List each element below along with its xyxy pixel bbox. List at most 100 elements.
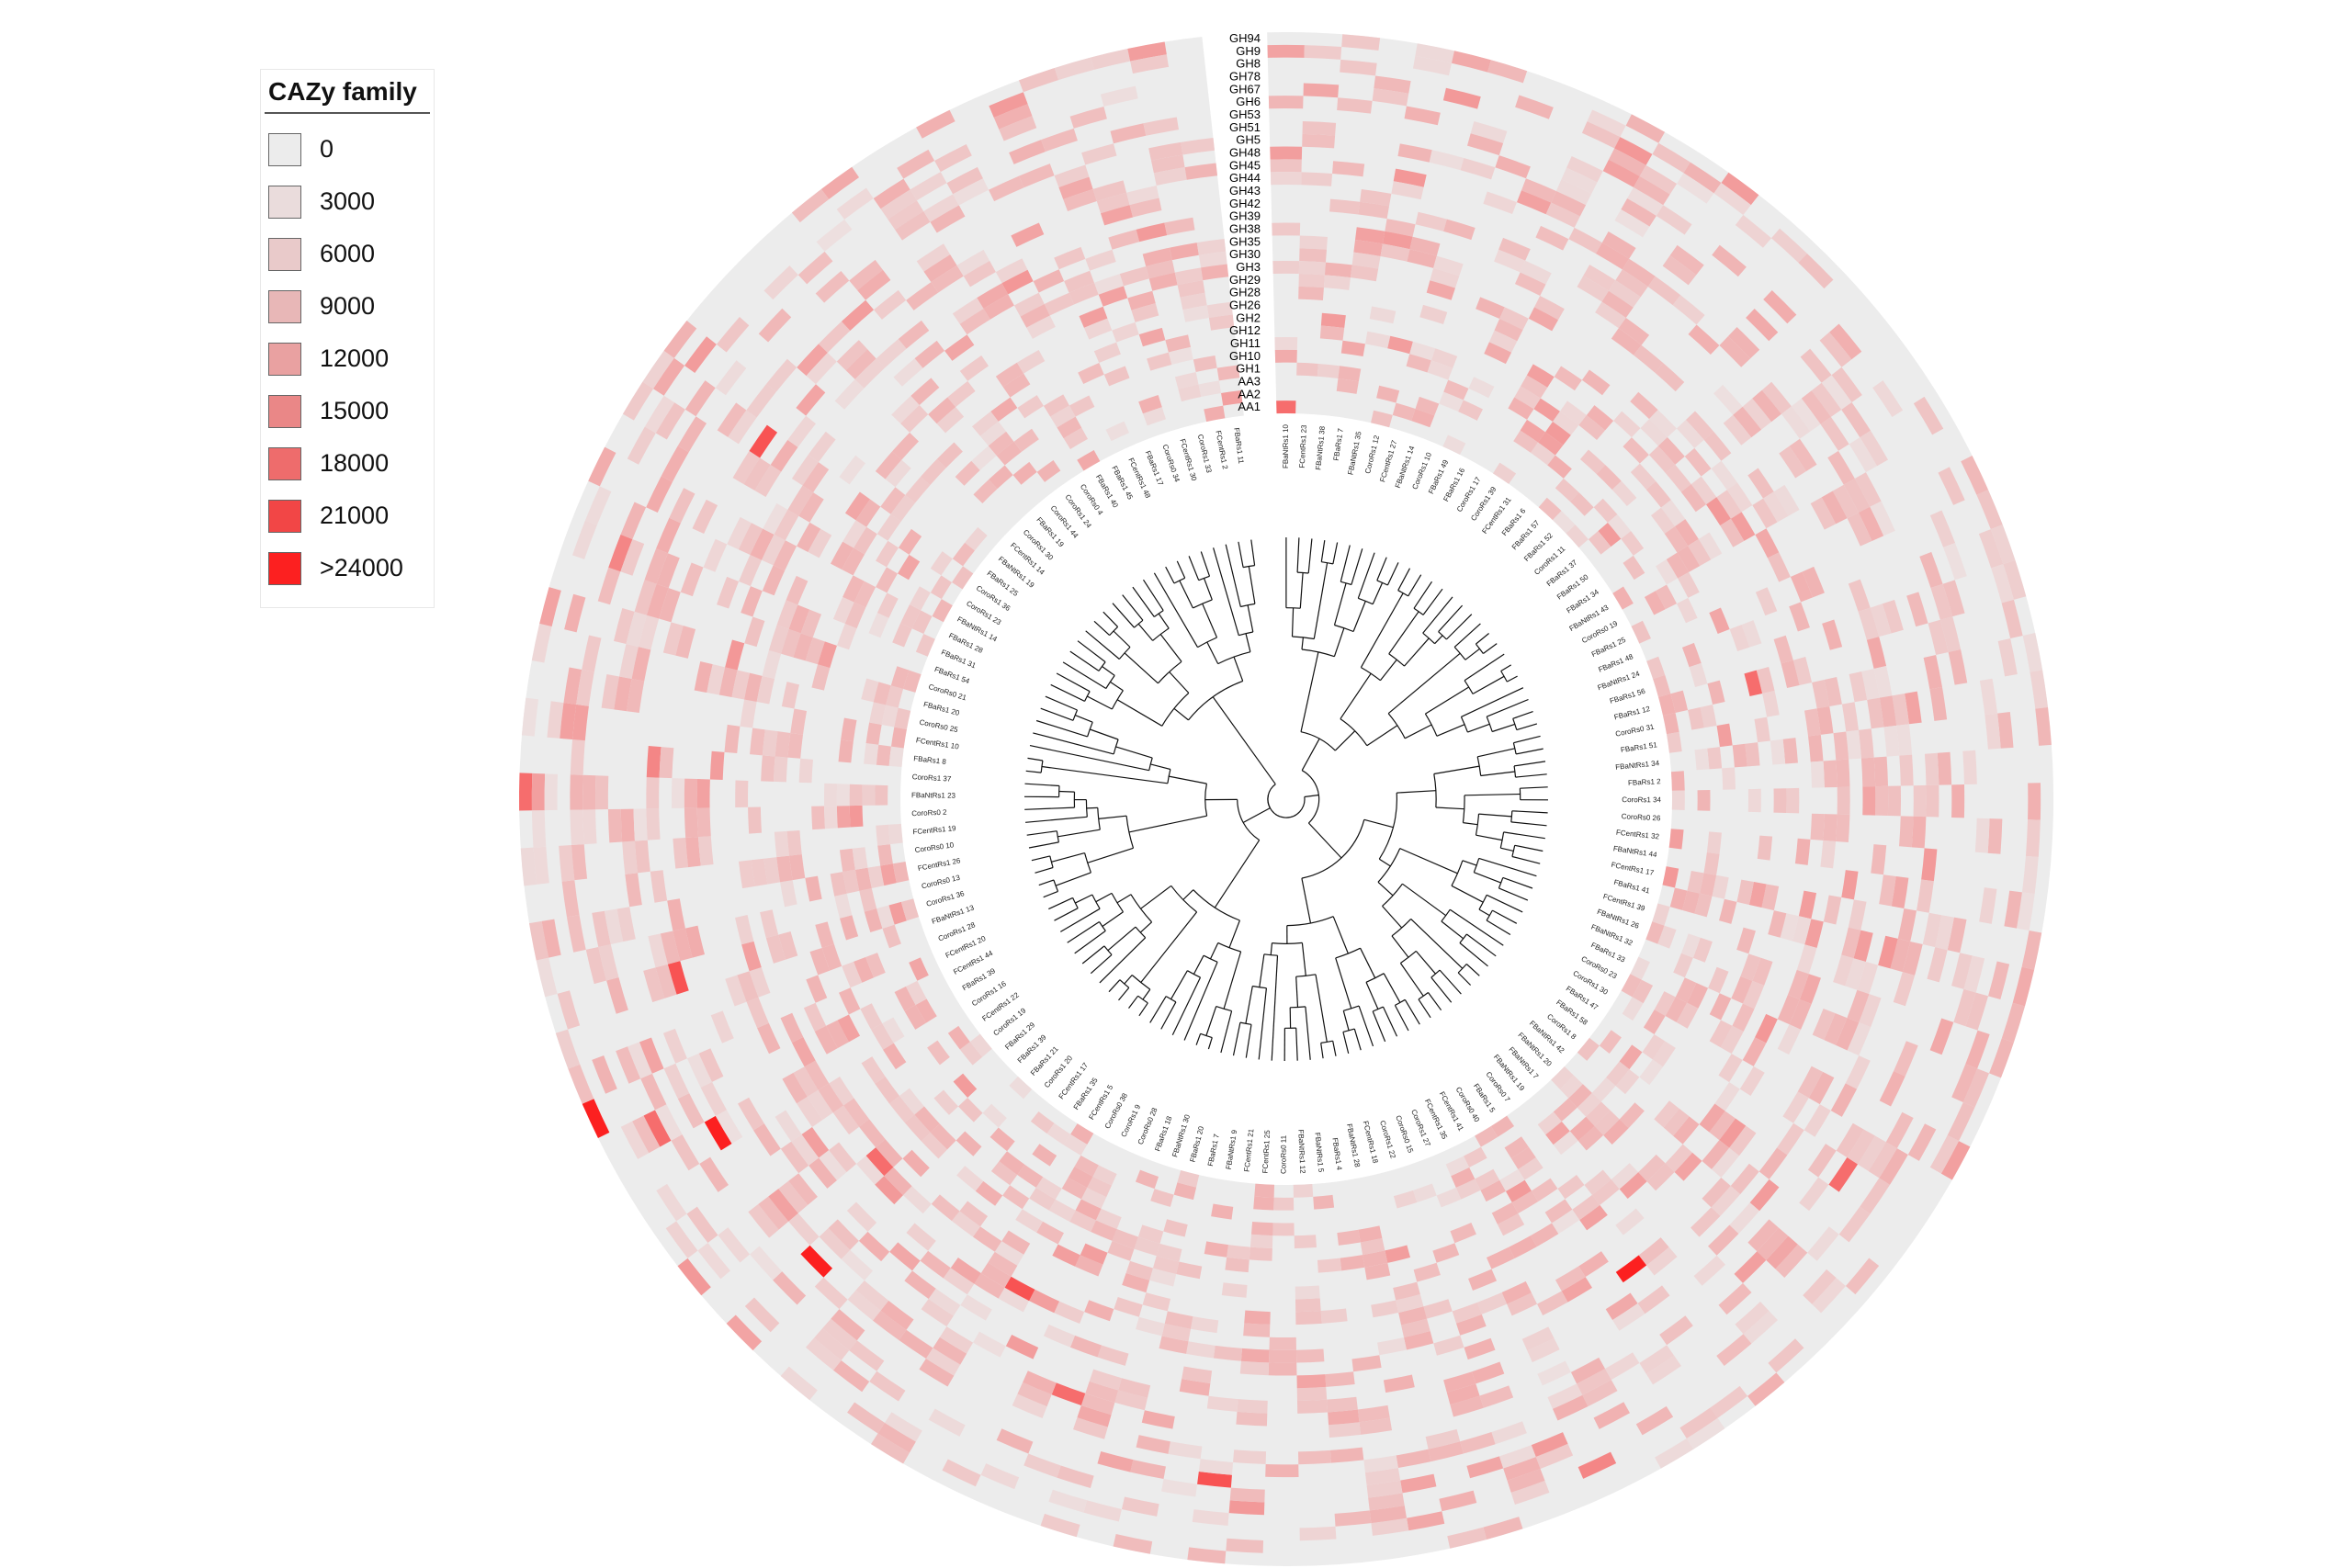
heatmap-cell	[1487, 60, 1528, 84]
heatmap-cell	[1249, 1247, 1272, 1261]
heatmap-cell	[1236, 1411, 1268, 1427]
heatmap-cell	[1633, 175, 1670, 206]
heatmap-cell	[814, 1277, 848, 1310]
heatmap-cell	[1812, 680, 1830, 709]
heatmap-cell	[1743, 1311, 1778, 1344]
heatmap-cell	[1719, 1118, 1747, 1148]
heatmap-cell	[1709, 607, 1730, 634]
legend-label: 9000	[320, 292, 376, 320]
heatmap-cell	[808, 1157, 837, 1189]
dendrogram-arc	[1091, 894, 1101, 909]
heatmap-cell	[1775, 1244, 1808, 1279]
heatmap-cell	[1683, 162, 1722, 194]
heatmap-cell	[805, 637, 825, 665]
heatmap-cell	[1100, 85, 1138, 107]
heatmap-cell	[650, 870, 668, 903]
heatmap-cell	[1682, 890, 1700, 914]
heatmap-cell	[1208, 314, 1235, 331]
heatmap-cell	[1170, 243, 1199, 261]
heatmap-cell	[1254, 1183, 1275, 1198]
heatmap-cell	[1730, 512, 1756, 541]
heatmap-cell	[1204, 1241, 1228, 1258]
heatmap-cell	[956, 1131, 982, 1156]
heatmap-cell	[1845, 1258, 1880, 1295]
sample-label: FBaNtRs1 28	[1345, 1123, 1362, 1168]
heatmap-cell	[1614, 137, 1653, 165]
dendrogram-branch	[1295, 1028, 1298, 1061]
heatmap-cell	[1773, 635, 1793, 664]
heatmap-cell	[757, 1022, 781, 1055]
heatmap-cell	[1731, 976, 1753, 1004]
heatmap-cell	[1676, 1002, 1699, 1029]
heatmap-cell	[2021, 855, 2039, 895]
heatmap-cell	[570, 774, 583, 810]
heatmap-cell	[804, 1060, 830, 1090]
heatmap-cell	[744, 616, 765, 648]
heatmap-cell	[892, 623, 912, 648]
heatmap-cell	[1450, 1222, 1476, 1244]
heatmap-cell	[604, 908, 624, 945]
heatmap-cell	[1036, 460, 1061, 482]
heatmap-cell	[1396, 1449, 1431, 1469]
heatmap-cell	[1100, 205, 1134, 226]
dendrogram-branch	[1214, 840, 1261, 908]
heatmap-cell	[1630, 391, 1658, 420]
heatmap-cell	[570, 809, 584, 845]
heatmap-cell	[1662, 255, 1697, 286]
heatmap-cell	[989, 175, 1024, 202]
heatmap-cell	[972, 1226, 1002, 1252]
heatmap-cell	[928, 397, 956, 424]
heatmap-cell	[1712, 244, 1747, 277]
heatmap-cell	[1078, 363, 1104, 385]
heatmap-cell	[1897, 908, 1917, 942]
heatmap-cell	[1976, 490, 2003, 530]
heatmap-cell	[653, 357, 685, 396]
heatmap-cell	[1452, 1302, 1482, 1324]
heatmap-cell	[1443, 1371, 1476, 1393]
heatmap-cell	[980, 1463, 1020, 1490]
heatmap-cell	[1401, 1318, 1430, 1338]
heatmap-cell	[663, 1063, 690, 1100]
heatmap-cell	[875, 451, 902, 479]
dendrogram-branch	[1372, 1010, 1386, 1043]
heatmap-cell	[765, 934, 786, 964]
heatmap-cell	[1797, 1066, 1824, 1099]
heatmap-cell	[1368, 1493, 1405, 1511]
dendrogram-arc	[1342, 1028, 1355, 1032]
heatmap-cell	[1656, 205, 1692, 235]
heatmap-cell	[1642, 1033, 1666, 1060]
heatmap-cell	[1758, 1147, 1788, 1179]
heatmap-cell	[859, 887, 877, 912]
heatmap-cell	[1621, 197, 1657, 227]
heatmap-cell	[1296, 1386, 1328, 1402]
dendrogram-branch	[1158, 613, 1170, 629]
dendrogram-branch	[1173, 707, 1189, 721]
dendrogram-arc	[1217, 942, 1241, 953]
dendrogram-branch	[1038, 879, 1055, 886]
heatmap-cell	[634, 840, 650, 874]
heatmap-cell	[1630, 463, 1657, 490]
heatmap-cell	[1364, 1262, 1391, 1280]
heatmap-cell	[619, 644, 639, 680]
heatmap-cell	[1103, 366, 1130, 387]
heatmap-cell	[1371, 1517, 1409, 1536]
heatmap-cell	[1820, 416, 1849, 451]
heatmap-cell	[1861, 669, 1880, 700]
heatmap-cell	[1586, 1101, 1611, 1126]
heatmap-cell	[555, 1029, 581, 1069]
sample-label: FBaRs1 12	[1613, 705, 1652, 721]
heatmap-cell	[1351, 252, 1381, 269]
heatmap-cell	[1340, 340, 1365, 357]
heatmap-cell	[959, 1201, 989, 1227]
heatmap-cell	[797, 251, 833, 285]
heatmap-cell	[1675, 519, 1699, 547]
heatmap-cell	[808, 431, 836, 463]
heatmap-cell	[876, 905, 895, 929]
heatmap-cell	[921, 1299, 954, 1327]
heatmap-cell	[1780, 913, 1799, 942]
sample-label: FCentRs1 10	[915, 736, 960, 750]
dendrogram-arc	[1098, 921, 1106, 931]
heatmap-cell	[1150, 1189, 1174, 1207]
heatmap-cell	[952, 298, 984, 324]
heatmap-cell	[1718, 898, 1737, 924]
